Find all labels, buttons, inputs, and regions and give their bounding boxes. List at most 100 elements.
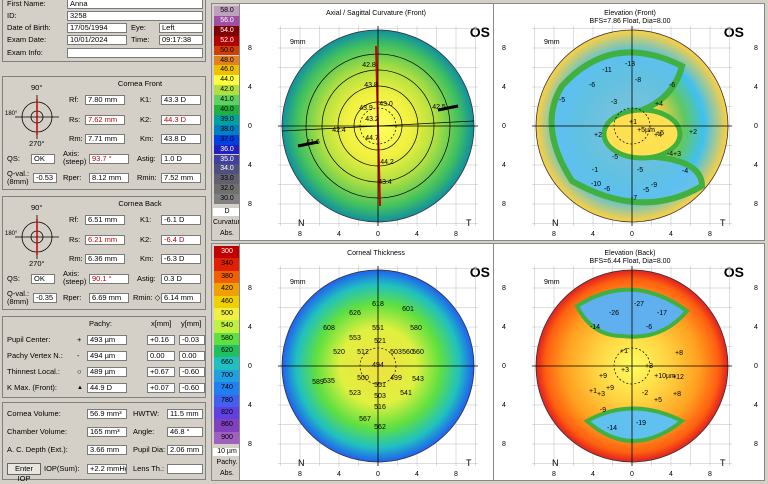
patient-info-panel: First Name: Anna ID: 3258 Date of Birth:… bbox=[0, 0, 208, 483]
scale-swatch: 46.0 bbox=[214, 65, 240, 76]
map-value: -27 bbox=[634, 301, 644, 308]
cb-axis-field: 90.1 ° bbox=[89, 274, 129, 284]
scale-foot-1: Pachy. bbox=[216, 459, 238, 466]
map-value: 543 bbox=[412, 376, 424, 383]
cf-rm-label: Rm: bbox=[69, 134, 83, 143]
x-tick-label: 8 bbox=[552, 231, 556, 238]
topography-map: 8 8 8 4 4 4 0 0 0 4 4 4 8 8 8 N T 9mm 42.8 43.8 43.0 42.5 43.9… bbox=[248, 26, 504, 238]
cb-k2-field: -6.4 D bbox=[161, 235, 201, 245]
kmax-y-field: -0.60 bbox=[179, 383, 205, 393]
map-title: Corneal Thickness bbox=[347, 250, 405, 257]
cf-qval-field: -0.53 bbox=[33, 173, 57, 183]
temporal-label: T bbox=[720, 458, 726, 468]
y-tick-label: 8 bbox=[502, 45, 506, 52]
map-value: -5 bbox=[559, 97, 565, 104]
scale-swatch: 30.0 bbox=[214, 194, 240, 204]
scale-swatch: 40.0 bbox=[214, 105, 240, 115]
vertex-x-field: 0.00 bbox=[147, 351, 175, 361]
map-value: -2 bbox=[642, 390, 648, 397]
scale-swatch: 780 bbox=[214, 394, 240, 407]
map-panel-2[interactable]: Elevation (Front) BFS=7.86 Float, Dia=8.0… bbox=[493, 3, 765, 241]
map-value: +9 bbox=[599, 373, 607, 380]
exam-date-field[interactable]: 10/01/2024 bbox=[67, 35, 127, 45]
scale-unit-label: 9mm bbox=[544, 279, 560, 286]
scale-swatch: 42.0 bbox=[214, 85, 240, 96]
y-tick-label: 8 bbox=[502, 285, 506, 292]
scale-swatch: 44.0 bbox=[214, 75, 240, 86]
cb-rper-field: 6.69 mm bbox=[89, 293, 129, 303]
id-field[interactable]: 3258 bbox=[67, 11, 203, 21]
scale-swatch: 52.0 bbox=[214, 35, 240, 46]
scale-swatch: 740 bbox=[214, 382, 240, 395]
map-subtitle: BFS=6.44 Float, Dia=8.00 bbox=[589, 258, 671, 265]
pupil-dia-label: Pupil Dia: bbox=[133, 445, 166, 454]
scale-swatch: 32.0 bbox=[214, 184, 240, 195]
temporal-label: T bbox=[720, 218, 726, 228]
first-name-field[interactable]: Anna bbox=[67, 0, 203, 9]
scale-unit-label: 9mm bbox=[544, 39, 560, 46]
scale-swatch: 38.0 bbox=[214, 124, 240, 135]
map-value: -14 bbox=[590, 324, 600, 331]
map-value: 521 bbox=[374, 338, 386, 345]
map-value: +5 bbox=[654, 397, 662, 404]
x-tick-label: 4 bbox=[669, 231, 673, 238]
y-tick-label: 8 bbox=[248, 285, 252, 292]
y-tick-label: 8 bbox=[248, 45, 252, 52]
map-value: +5µm bbox=[637, 127, 655, 134]
map-value: 42.8 bbox=[362, 62, 376, 69]
topography-map: 8 8 8 4 4 4 0 0 0 4 4 4 8 8 8 N T 9mm -13 -11 -8 -6 -6 -5 -3 +4 +1… bbox=[502, 26, 758, 238]
map-value: -9 bbox=[651, 182, 657, 189]
pupil-x-field: +0.16 bbox=[147, 335, 175, 345]
scale-swatch: 34.0 bbox=[214, 164, 240, 175]
y-tick-label: 4 bbox=[502, 84, 506, 91]
cb-km-field: -6.3 D bbox=[161, 254, 201, 264]
scale-swatch: 620 bbox=[214, 345, 240, 358]
map-value: +3 bbox=[621, 367, 629, 374]
eye-label: OS bbox=[469, 264, 490, 280]
eye-label: OS bbox=[723, 24, 744, 40]
map-value: -6 bbox=[669, 82, 675, 89]
map-panel-4[interactable]: Elevation (Back) BFS=6.44 Float, Dia=8.00… bbox=[493, 243, 765, 481]
y-tick-label: 4 bbox=[248, 324, 252, 331]
eye-field[interactable]: Left bbox=[159, 23, 203, 33]
scale-foot-2: Abs. bbox=[219, 470, 234, 477]
exam-info-field[interactable] bbox=[67, 48, 203, 58]
angle-label: Angle: bbox=[133, 427, 155, 436]
dob-field[interactable]: 17/05/1994 bbox=[67, 23, 127, 33]
map-value: +2 bbox=[689, 129, 697, 136]
map-value: +3 bbox=[645, 363, 653, 370]
x-tick-label: 8 bbox=[708, 231, 712, 238]
nasal-label: N bbox=[552, 218, 559, 228]
map-value: 562 bbox=[374, 424, 386, 431]
scale-swatch: 900 bbox=[214, 431, 240, 444]
color-scale-1: 58.0 56.0 54.0 52.0 50.0 48.0 46.0 44.0 42.0 41.0… bbox=[211, 3, 244, 241]
time-field[interactable]: 09:17:38 bbox=[159, 35, 203, 45]
cb-rm-field: 6.36 mm bbox=[85, 254, 125, 264]
scale-swatch: 35.0 bbox=[214, 154, 240, 165]
map-value: +12 bbox=[672, 374, 684, 381]
map-value: 42.5 bbox=[432, 104, 446, 111]
scale-swatch: 460 bbox=[214, 295, 240, 308]
y-tick-label: 8 bbox=[248, 201, 252, 208]
map-value: 499 bbox=[390, 375, 402, 382]
x-tick-label: 4 bbox=[591, 471, 595, 478]
x-tick-label: 4 bbox=[415, 231, 419, 238]
cornea-back-box: Cornea Back 90° 270° 180° Rf: 6.51 mm K1… bbox=[2, 196, 206, 310]
pupil-dia-field: 2.06 mm bbox=[167, 445, 203, 455]
map-value: -6 bbox=[604, 186, 610, 193]
y-tick-label: 4 bbox=[248, 402, 252, 409]
map-value: 618 bbox=[372, 301, 384, 308]
enter-iop-button[interactable]: Enter IOP bbox=[7, 463, 41, 483]
cb-km-label: Km: bbox=[140, 254, 154, 263]
map-panel-3[interactable]: Corneal Thickness OS 8 8 8 4 4 4 0 0 0 4 4 4 8 8 8 N T 9mm 6… bbox=[239, 243, 511, 481]
map-value: 43.8 bbox=[364, 82, 378, 89]
id-label: ID: bbox=[7, 11, 17, 20]
map-panel-1[interactable]: Axial / Sagittal Curvature (Front) OS 8 8 8 4… bbox=[239, 3, 511, 241]
vertex-field: 494 µm bbox=[87, 351, 127, 361]
map-value: -5 bbox=[643, 187, 649, 194]
cf-astig-label: Astig: bbox=[137, 154, 156, 163]
acd-field: 3.66 mm bbox=[87, 445, 127, 455]
y-tick-label: 8 bbox=[754, 285, 758, 292]
y-tick-label: 4 bbox=[502, 162, 506, 169]
temporal-label: T bbox=[466, 458, 472, 468]
